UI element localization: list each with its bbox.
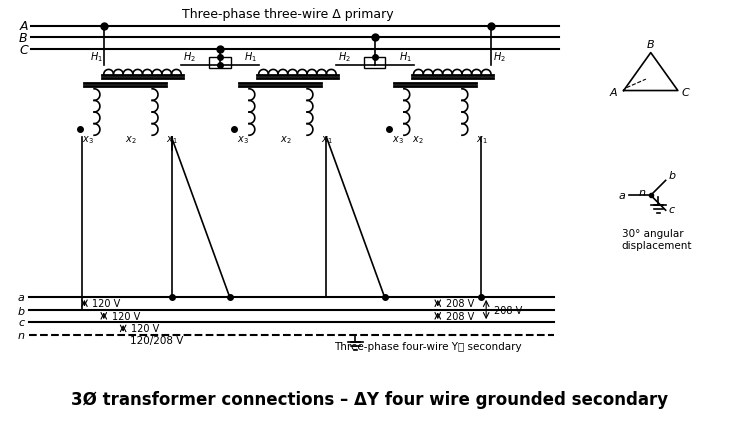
Text: 120 V: 120 V [131, 324, 159, 334]
Text: $x_3$: $x_3$ [82, 134, 94, 146]
Text: $x_2$: $x_2$ [411, 134, 423, 146]
Text: $c$: $c$ [18, 317, 25, 327]
Bar [364, 58, 386, 69]
Text: $H_1$: $H_1$ [90, 50, 103, 63]
Text: $x_1$: $x_1$ [476, 134, 487, 146]
Text: $C$: $C$ [681, 85, 690, 97]
Text: 30° angular
displacement: 30° angular displacement [622, 229, 692, 250]
Text: $x_2$: $x_2$ [280, 134, 292, 146]
Text: $x_3$: $x_3$ [392, 134, 404, 146]
Text: B: B [19, 32, 27, 45]
Text: $H_2$: $H_2$ [184, 50, 196, 63]
Text: $B$: $B$ [646, 38, 655, 49]
Text: $a$: $a$ [619, 191, 627, 201]
Text: 3Ø transformer connections – ΔY four wire grounded secondary: 3Ø transformer connections – ΔY four wir… [72, 390, 668, 408]
Text: 208 V: 208 V [494, 305, 522, 315]
Text: 208 V: 208 V [445, 299, 474, 309]
Text: $n$: $n$ [638, 188, 646, 198]
Text: $x_1$: $x_1$ [166, 134, 178, 146]
Text: Three-phase four-wire Y⎯ secondary: Three-phase four-wire Y⎯ secondary [334, 342, 522, 352]
Text: $n$: $n$ [17, 330, 26, 340]
Text: 120 V: 120 V [92, 299, 121, 309]
Text: $H_1$: $H_1$ [399, 50, 411, 63]
Text: $x_2$: $x_2$ [125, 134, 137, 146]
Text: $x_1$: $x_1$ [320, 134, 332, 146]
Text: $c$: $c$ [667, 205, 676, 215]
Text: 120/208 V: 120/208 V [130, 336, 184, 346]
Text: $x_3$: $x_3$ [238, 134, 249, 146]
Bar [209, 58, 231, 69]
Text: $H_2$: $H_2$ [338, 50, 351, 63]
Text: $b$: $b$ [17, 304, 26, 316]
Text: $H_2$: $H_2$ [493, 50, 506, 63]
Text: $a$: $a$ [18, 292, 26, 302]
Text: $b$: $b$ [667, 169, 676, 181]
Text: C: C [19, 43, 28, 56]
Text: Three-phase three-wire Δ primary: Three-phase three-wire Δ primary [182, 8, 394, 21]
Text: A: A [19, 20, 27, 33]
Text: 208 V: 208 V [445, 311, 474, 321]
Text: $A$: $A$ [609, 85, 619, 97]
Text: $H_1$: $H_1$ [243, 50, 257, 63]
Text: 120 V: 120 V [112, 311, 140, 321]
